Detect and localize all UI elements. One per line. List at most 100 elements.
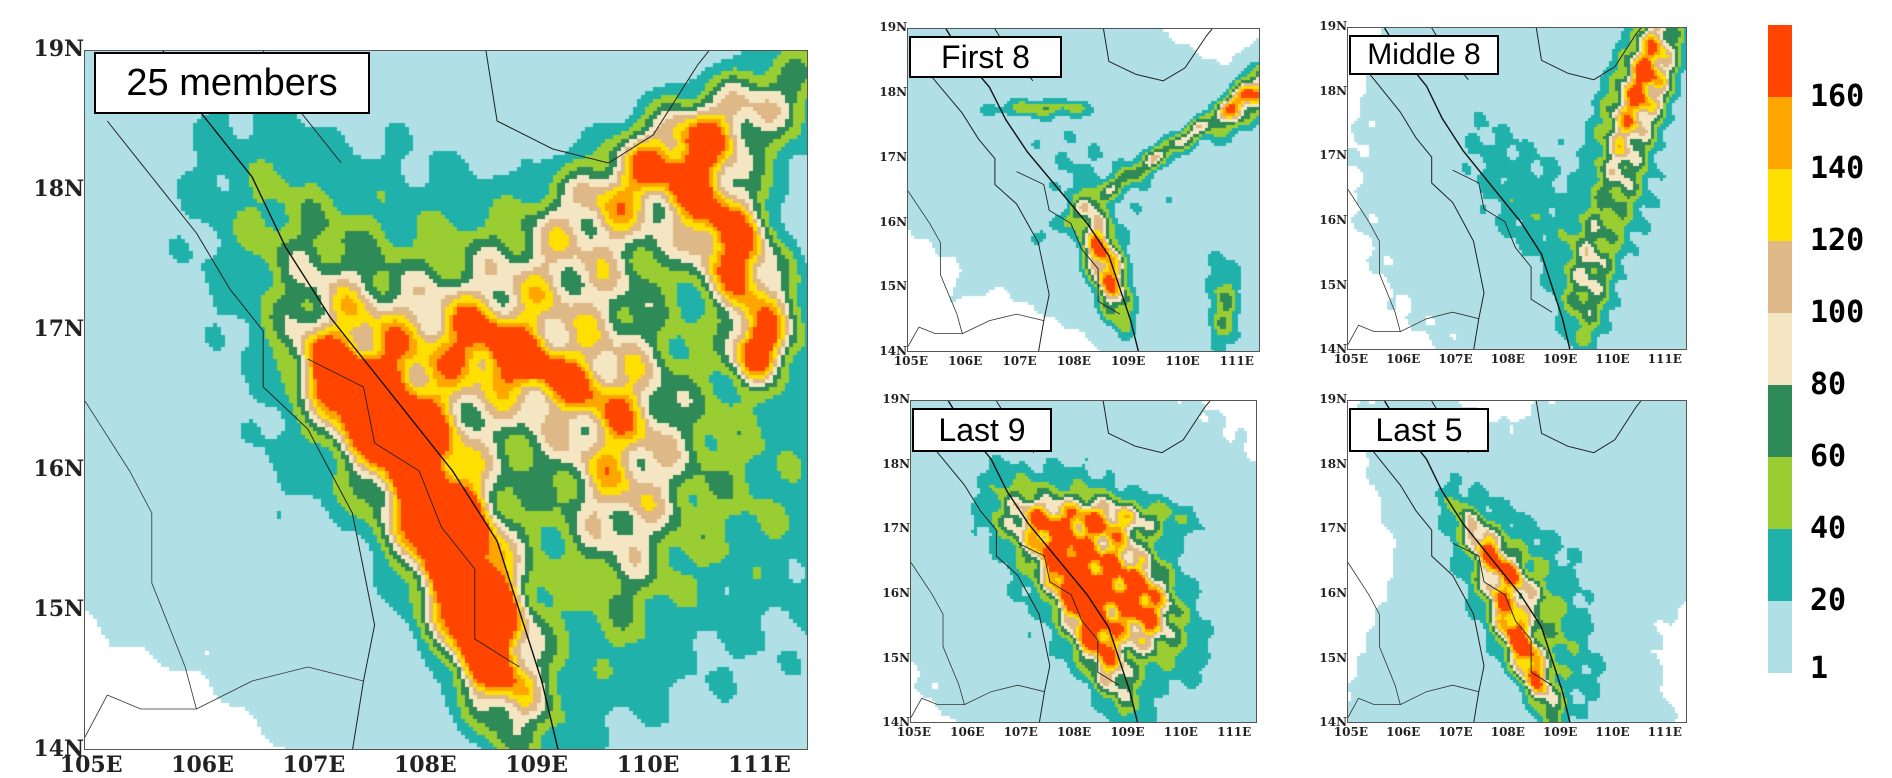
lat-tick-label: 18N bbox=[879, 85, 908, 99]
colorbar-label: 80 bbox=[1810, 367, 1847, 402]
lon-tick-label: 105E bbox=[893, 354, 928, 368]
lon-tick-label: 111E bbox=[1217, 725, 1252, 739]
lon-tick-label: 109E bbox=[1110, 725, 1145, 739]
lon-tick-label: 106E bbox=[1386, 352, 1421, 366]
country-border bbox=[918, 61, 1050, 351]
precipitation-field bbox=[911, 401, 1256, 722]
lat-tick-label: 14N bbox=[879, 344, 908, 359]
lat-tick-label: 17N bbox=[1319, 148, 1348, 163]
lon-tick-label: 111E bbox=[1219, 354, 1254, 368]
panel-title: 25 members bbox=[94, 52, 370, 114]
lat-tick-label: 15N bbox=[879, 279, 908, 294]
lat-tick-label: 16N bbox=[1319, 586, 1348, 600]
colorbar-bin bbox=[1768, 601, 1792, 673]
hainan-coastline bbox=[1535, 28, 1642, 81]
colorbar-bin bbox=[1768, 25, 1792, 97]
country-border bbox=[921, 432, 1051, 722]
boundaries bbox=[85, 51, 710, 749]
lon-tick-label: 105E bbox=[896, 725, 931, 739]
lon-tick-label: 108E bbox=[1056, 354, 1091, 368]
colorbar-label: 120 bbox=[1810, 223, 1865, 258]
lon-tick-label: 109E bbox=[505, 752, 569, 778]
coastline bbox=[162, 51, 559, 749]
colorbar-label: 100 bbox=[1810, 295, 1865, 330]
lat-tick-label: 18N bbox=[1319, 456, 1348, 471]
country-border bbox=[1348, 562, 1401, 718]
lon-tick-label: 111E bbox=[728, 752, 791, 778]
lat-tick-label: 19N bbox=[882, 392, 911, 407]
panel-title: Last 9 bbox=[912, 408, 1052, 452]
coastline bbox=[947, 401, 1139, 722]
boundaries bbox=[908, 29, 1213, 351]
lat-tick-label: 16N bbox=[879, 214, 908, 229]
lon-tick-label: 107E bbox=[282, 752, 346, 778]
lon-tick-label: 105E bbox=[1333, 352, 1368, 366]
province-border bbox=[1452, 169, 1553, 313]
hainan-coastline bbox=[1102, 401, 1211, 454]
colorbar-label: 40 bbox=[1810, 511, 1847, 546]
country-border bbox=[1358, 432, 1485, 722]
country-border bbox=[1358, 59, 1485, 349]
hainan-coastline bbox=[1535, 401, 1642, 454]
lon-tick-label: 108E bbox=[1490, 725, 1525, 739]
lon-tick-label: 111E bbox=[1647, 352, 1682, 366]
lon-tick-label: 109E bbox=[1543, 352, 1578, 366]
lon-tick-label: 110E bbox=[1595, 725, 1630, 739]
boundaries bbox=[1348, 28, 1642, 349]
lat-tick-label: 19N bbox=[1319, 19, 1348, 34]
lat-tick-label: 19N bbox=[879, 20, 908, 35]
lon-tick-label: 106E bbox=[950, 725, 985, 739]
lat-tick-label: 15N bbox=[33, 595, 85, 622]
lat-tick-label: 14N bbox=[882, 715, 911, 730]
panel-title: Last 5 bbox=[1349, 408, 1489, 452]
colorbar-label: 140 bbox=[1810, 151, 1865, 186]
country-border bbox=[908, 190, 963, 347]
lon-tick-label: 105E bbox=[59, 752, 123, 778]
hainan-coastline bbox=[1103, 29, 1213, 82]
lon-tick-label: 108E bbox=[393, 752, 457, 778]
lon-tick-label: 110E bbox=[1595, 352, 1630, 366]
lon-tick-label: 107E bbox=[1438, 725, 1473, 739]
lat-tick-label: 15N bbox=[882, 650, 911, 665]
lat-tick-label: 19N bbox=[1319, 392, 1348, 407]
panel-title: Middle 8 bbox=[1349, 35, 1499, 75]
coastline bbox=[1384, 401, 1571, 722]
lon-tick-label: 107E bbox=[1438, 352, 1473, 366]
lon-tick-label: 108E bbox=[1490, 352, 1525, 366]
lat-tick-label: 18N bbox=[1319, 83, 1348, 98]
country-border bbox=[85, 400, 197, 738]
lon-tick-label: 106E bbox=[948, 354, 983, 368]
coastline bbox=[945, 29, 1140, 351]
country-border bbox=[962, 313, 1044, 334]
precipitation-field bbox=[1348, 401, 1686, 722]
lat-tick-label: 18N bbox=[882, 456, 911, 471]
map-frame bbox=[1347, 27, 1687, 350]
panel-title: First 8 bbox=[909, 36, 1062, 78]
precipitation-field bbox=[1348, 28, 1686, 349]
lon-tick-label: 109E bbox=[1543, 725, 1578, 739]
boundaries bbox=[1348, 401, 1642, 722]
lat-tick-label: 17N bbox=[882, 521, 911, 536]
colorbar-bin bbox=[1768, 457, 1792, 529]
lon-tick-label: 108E bbox=[1056, 725, 1092, 739]
colorbar-bin bbox=[1768, 529, 1792, 601]
lon-tick-label: 111E bbox=[1647, 725, 1682, 739]
lon-tick-label: 106E bbox=[171, 752, 234, 778]
colorbar-label: 1 bbox=[1810, 651, 1829, 686]
province-border bbox=[1452, 542, 1553, 686]
lat-tick-label: 15N bbox=[1319, 650, 1348, 665]
lon-tick-label: 105E bbox=[1333, 725, 1368, 739]
hainan-coastline bbox=[485, 51, 710, 164]
lon-tick-label: 110E bbox=[616, 752, 680, 778]
colorbar-label: 20 bbox=[1810, 583, 1847, 618]
precipitation-field bbox=[85, 51, 807, 749]
country-border bbox=[964, 684, 1045, 705]
country-border bbox=[911, 562, 965, 718]
map-frame bbox=[907, 28, 1260, 352]
colorbar bbox=[1768, 25, 1792, 673]
lat-tick-label: 17N bbox=[33, 315, 85, 342]
lat-tick-label: 15N bbox=[1319, 277, 1348, 292]
colorbar-bin bbox=[1768, 241, 1792, 313]
country-border bbox=[196, 666, 364, 710]
colorbar-label: 160 bbox=[1810, 79, 1865, 114]
